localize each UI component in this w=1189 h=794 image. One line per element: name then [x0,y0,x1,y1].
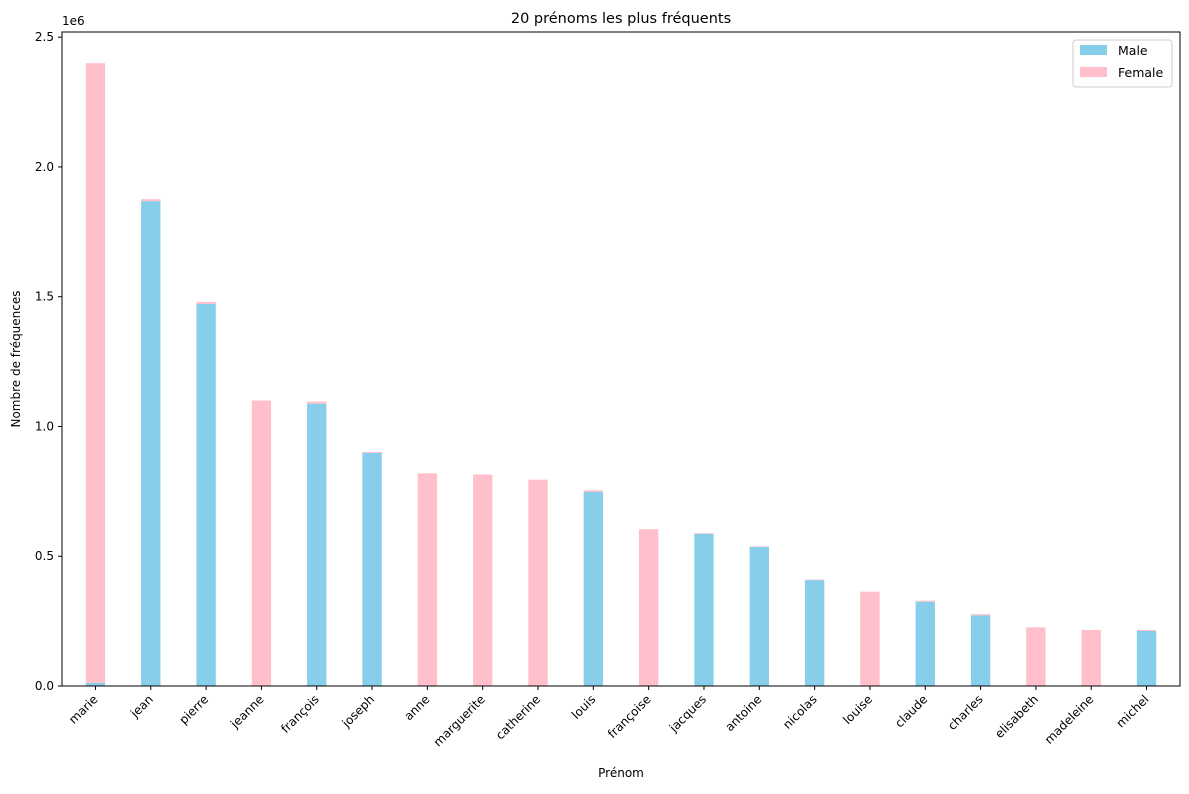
x-tick-label-michel: michel [1114,692,1152,730]
y-axis-label: Nombre de fréquences [9,290,23,427]
bar-female-louise [860,592,879,686]
bars-layer [86,63,1156,686]
bar-female-françois [307,402,326,404]
bar-female-françoise [639,529,658,685]
x-tick-label-françoise: françoise [605,692,654,741]
y-axis: 0.0 0.5 1.0 1.5 2.0 2.5 [35,30,62,693]
x-tick-label-jeanne: jeanne [227,692,266,731]
bar-female-claude [916,601,935,602]
bar-female-pierre [196,302,215,304]
bar-female-louis [584,490,603,492]
x-tick-label-anne: anne [401,692,432,723]
bar-female-antoine [750,546,769,547]
bar-male-pierre [196,304,215,686]
y-tick-label: 1.0 [35,419,54,433]
x-tick-label-nicolas: nicolas [780,692,819,731]
bar-female-marguerite [473,474,492,685]
plot-frame [62,32,1180,686]
x-tick-label-louis: louis [569,692,599,722]
bar-male-claude [916,602,935,686]
y-tick-label: 1.5 [35,290,54,304]
x-tick-label-françois: françois [278,692,322,736]
x-tick-label-marie: marie [66,692,100,726]
bar-female-catherine [528,480,547,686]
legend: Male Female [1073,40,1172,87]
bar-male-louis [584,492,603,686]
x-axis-label: Prénom [598,766,644,780]
bar-female-madeleine [1082,630,1101,686]
x-tick-label-jacques: jacques [666,692,709,735]
legend-swatch-male [1080,45,1107,55]
bar-female-nicolas [805,580,824,581]
y-tick-label: 2.5 [35,30,54,44]
bar-female-anne [418,473,437,685]
bar-female-jacques [694,533,713,534]
bar-female-jean [141,199,160,201]
bar-female-charles [971,614,990,615]
y-tick-label: 0.0 [35,679,54,693]
x-tick-label-catherine: catherine [493,692,543,742]
bar-female-marie [86,63,105,683]
chart-title: 20 prénoms les plus fréquents [511,11,731,27]
x-tick-label-marguerite: marguerite [431,692,488,749]
y-offset-text: 1e6 [62,14,85,28]
bar-male-joseph [362,453,381,686]
bar-female-jeanne [252,401,271,686]
legend-swatch-female [1080,67,1107,77]
bar-female-elisabeth [1026,627,1045,685]
x-tick-label-claude: claude [892,692,930,730]
bar-male-jean [141,201,160,686]
bar-male-charles [971,615,990,686]
y-tick-label: 0.5 [35,549,54,563]
bar-female-michel [1137,630,1156,631]
bar-male-michel [1137,631,1156,686]
x-tick-label-antoine: antoine [722,692,764,734]
bar-male-jacques [694,534,713,686]
x-tick-label-madeleine: madeleine [1042,692,1097,747]
x-tick-label-joseph: joseph [339,692,378,731]
x-tick-label-pierre: pierre [177,692,212,727]
bar-male-antoine [750,547,769,686]
bar-male-françois [307,404,326,686]
x-tick-label-elisabeth: elisabeth [992,692,1041,741]
legend-label-female: Female [1118,65,1164,80]
y-tick-label: 2.0 [35,160,54,174]
x-tick-label-charles: charles [945,692,986,733]
bar-female-joseph [362,452,381,453]
bar-male-nicolas [805,580,824,686]
legend-label-male: Male [1118,43,1148,58]
x-tick-label-jean: jean [127,692,156,721]
x-tick-label-louise: louise [840,692,875,727]
